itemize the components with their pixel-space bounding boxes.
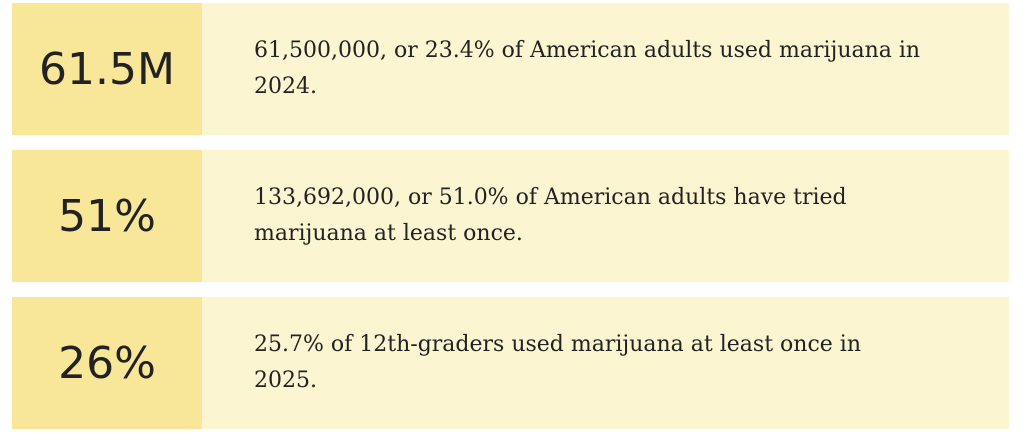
stat-card: 26% 25.7% of 12th-graders used marijuana… [12,297,1009,429]
stat-value: 26% [12,297,202,429]
stat-card: 61.5M 61,500,000, or 23.4% of American a… [12,3,1009,135]
stat-card: 51% 133,692,000, or 51.0% of American ad… [12,150,1009,282]
stat-value: 51% [12,150,202,282]
stat-description: 133,692,000, or 51.0% of American adults… [254,185,847,246]
stat-description: 25.7% of 12th-graders used marijuana at … [254,332,861,393]
stat-description: 61,500,000, or 23.4% of American adults … [254,38,921,99]
stat-value: 61.5M [12,3,202,135]
